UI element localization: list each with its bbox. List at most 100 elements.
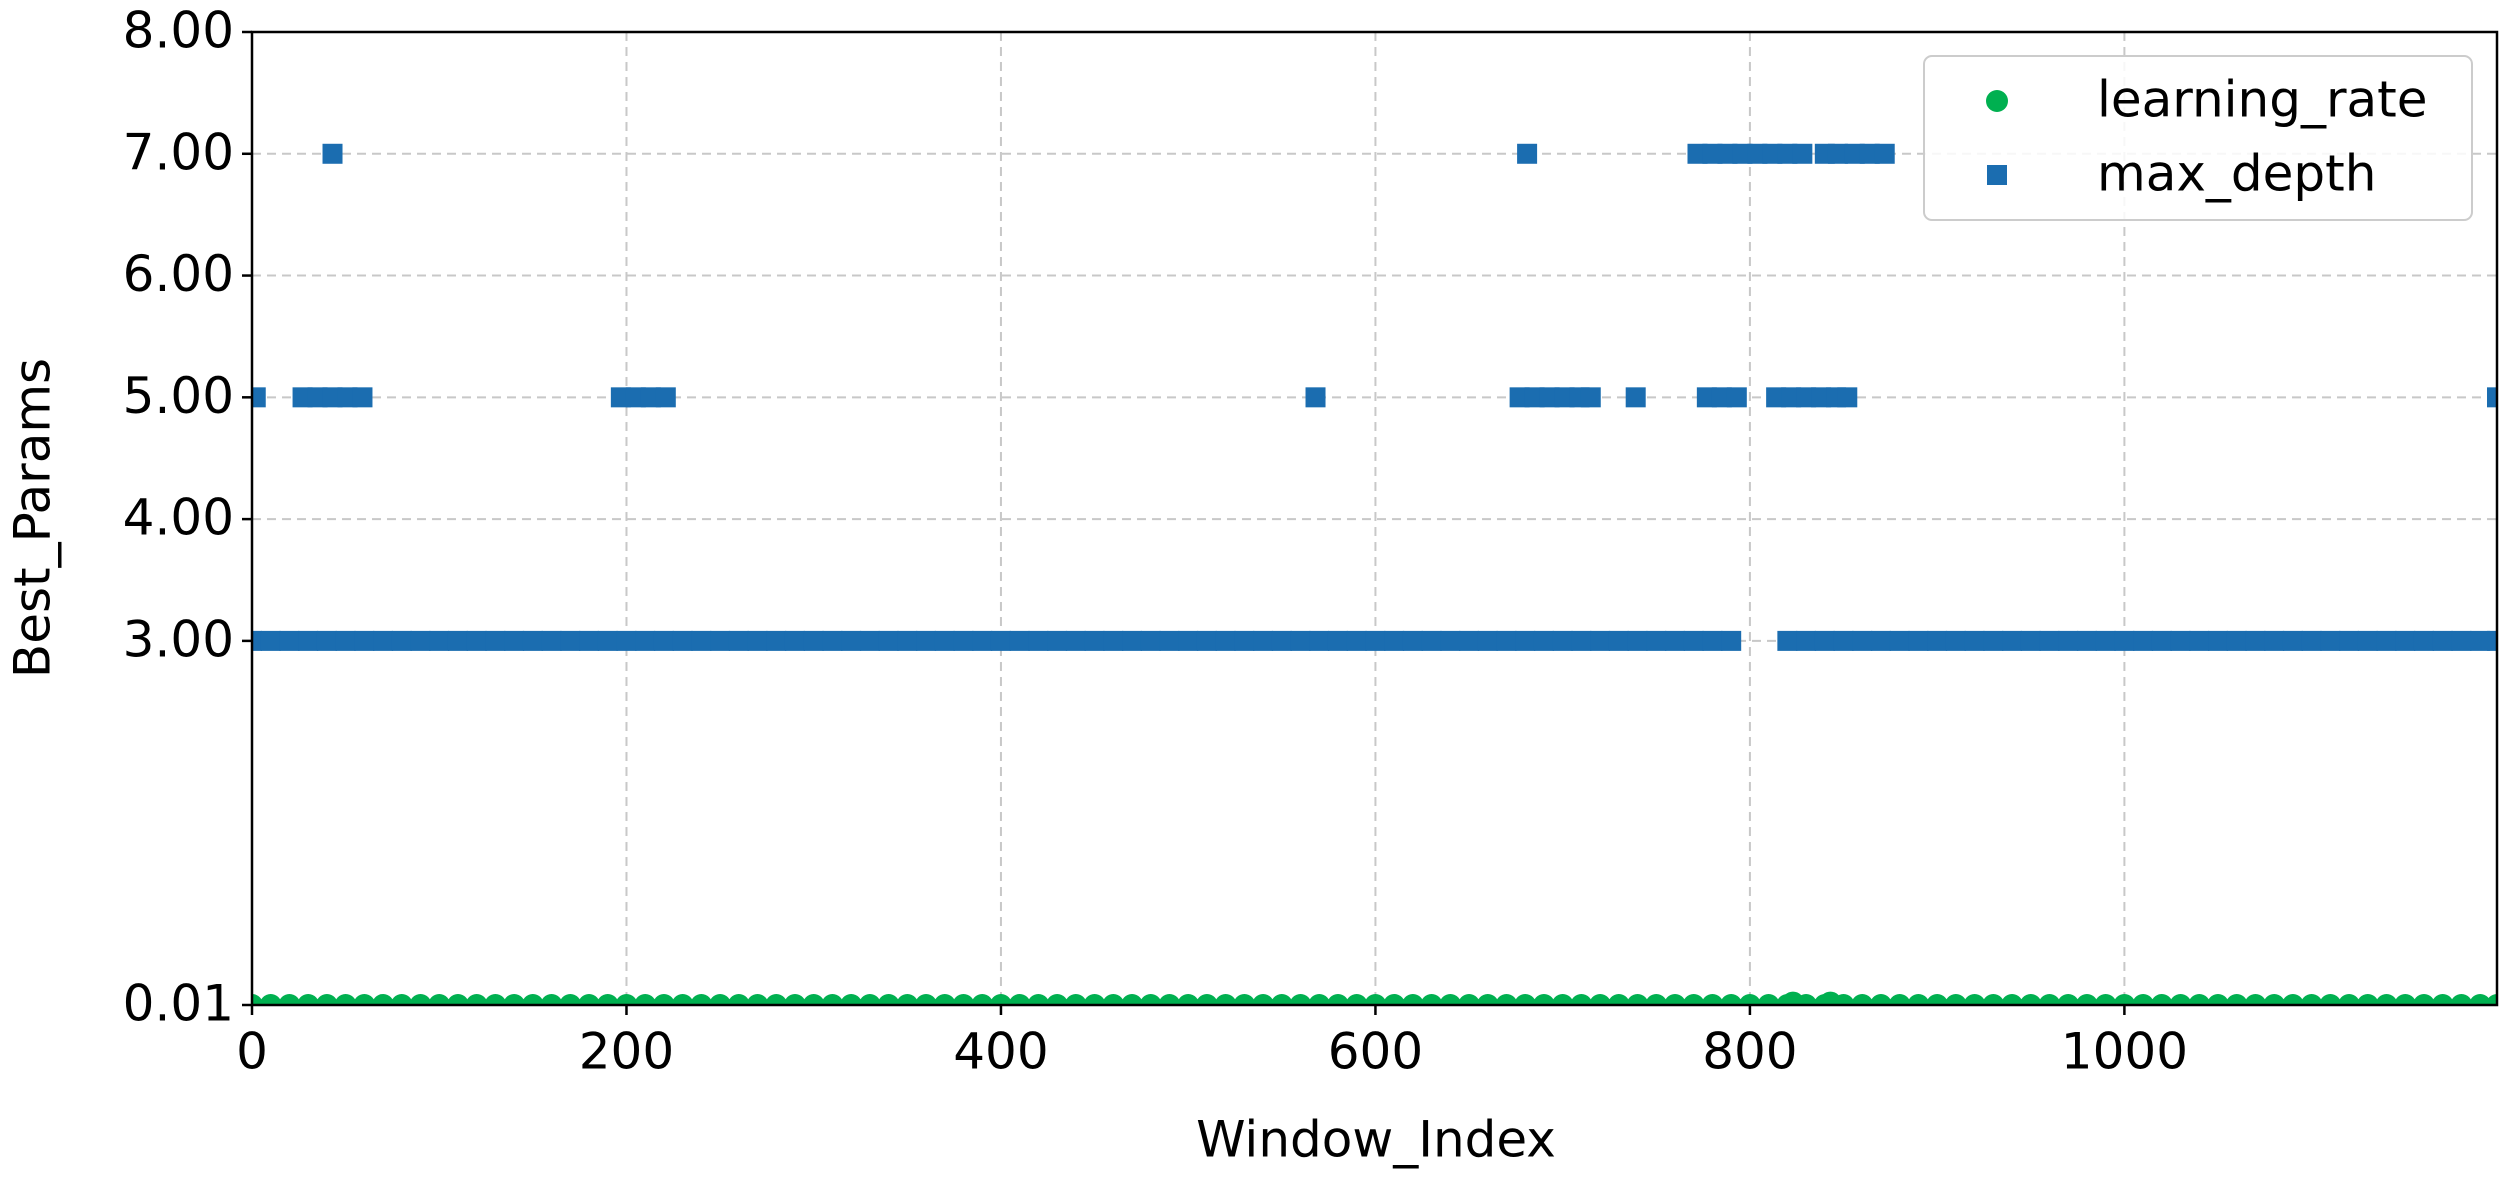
x-tick-label: 1000 [2061, 1023, 2188, 1081]
point [335, 630, 356, 651]
point [1721, 630, 1742, 651]
point [2487, 630, 2497, 651]
point [334, 994, 357, 1005]
point [353, 994, 376, 1005]
point [409, 994, 432, 1005]
point [2470, 630, 2491, 651]
point [1551, 994, 1574, 1005]
point [2301, 630, 2322, 651]
point [429, 630, 450, 651]
point [2076, 630, 2097, 651]
point [1944, 994, 1967, 1005]
point [2281, 994, 2304, 1005]
point [2450, 994, 2473, 1005]
point [1103, 630, 1124, 651]
point [1047, 630, 1068, 651]
point [2169, 994, 2192, 1005]
point [1383, 994, 1406, 1005]
point [1476, 994, 1499, 1005]
point [1907, 994, 1930, 1005]
point [1459, 630, 1480, 651]
point [315, 994, 338, 1005]
point [1327, 630, 1348, 651]
point [2001, 994, 2024, 1005]
point [1590, 630, 1611, 651]
point [2114, 630, 2135, 651]
point [1945, 630, 1966, 651]
point [2282, 630, 2303, 651]
point [690, 994, 713, 1005]
point [1421, 630, 1442, 651]
point [1346, 630, 1367, 651]
y-tick-label: 5.00 [123, 367, 234, 425]
point [1064, 994, 1087, 1005]
point [1627, 630, 1648, 651]
point [1833, 630, 1854, 651]
point [2375, 994, 2398, 1005]
y-tick-label: 6.00 [123, 245, 234, 303]
point [2039, 630, 2060, 651]
point [522, 630, 543, 651]
point [859, 630, 880, 651]
point [1439, 994, 1462, 1005]
point [2038, 994, 2061, 1005]
point [2263, 994, 2286, 1005]
point [252, 387, 266, 408]
point [1158, 994, 1181, 1005]
point [1837, 387, 1858, 408]
point [1908, 630, 1929, 651]
point [1792, 143, 1813, 164]
y-tick-label: 3.00 [123, 610, 234, 668]
point [2189, 630, 2210, 651]
point [559, 994, 582, 1005]
point [1927, 630, 1948, 651]
point [560, 630, 581, 651]
point [1702, 630, 1723, 651]
point [1814, 630, 1835, 651]
point [672, 630, 693, 651]
point [1027, 994, 1050, 1005]
point [1517, 143, 1538, 164]
point [1305, 387, 1326, 408]
point [372, 994, 395, 1005]
point [322, 143, 343, 164]
point [1720, 994, 1743, 1005]
y-tick-label: 7.00 [123, 123, 234, 181]
point [635, 630, 656, 651]
point [1625, 387, 1646, 408]
legend: learning_rate max_depth [1923, 55, 2473, 221]
point [933, 994, 956, 1005]
point [822, 630, 843, 651]
point [352, 387, 373, 408]
point [465, 994, 488, 1005]
point [1870, 630, 1891, 651]
point [1682, 994, 1705, 1005]
point [1827, 143, 1848, 164]
point [2300, 994, 2323, 1005]
point [1757, 994, 1780, 1005]
point [373, 630, 394, 651]
point [671, 994, 694, 1005]
point [1364, 994, 1387, 1005]
point [990, 630, 1011, 651]
point [579, 630, 600, 651]
point [1963, 994, 1986, 1005]
point [278, 994, 301, 1005]
point [2320, 630, 2341, 651]
point [1570, 994, 1593, 1005]
point [1664, 994, 1687, 1005]
x-tick-label: 0 [236, 1023, 268, 1081]
point [934, 630, 955, 651]
point [2095, 630, 2116, 651]
point [2075, 994, 2098, 1005]
point [2225, 994, 2248, 1005]
legend-marker [1986, 90, 2008, 112]
point [1532, 994, 1555, 1005]
point [410, 630, 431, 651]
point [259, 994, 282, 1005]
point [2188, 994, 2211, 1005]
point [1195, 994, 1218, 1005]
point [1819, 991, 1842, 1005]
